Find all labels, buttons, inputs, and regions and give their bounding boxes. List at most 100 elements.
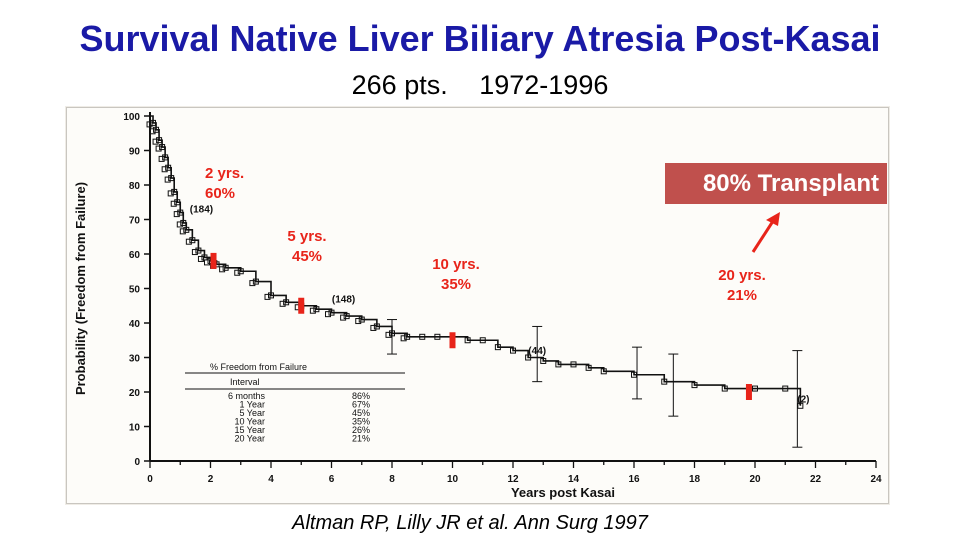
censor-mark xyxy=(752,385,758,392)
transplant-callout: 80% Transplant xyxy=(665,163,887,204)
x-tick-label: 18 xyxy=(689,474,701,485)
x-tick-label: 20 xyxy=(749,474,761,485)
marker-year-label: 10 yrs. xyxy=(432,256,480,273)
inset-table-value: 21% xyxy=(352,434,370,444)
censor-mark xyxy=(252,278,259,285)
censor-mark xyxy=(195,247,202,254)
censor-mark xyxy=(691,382,698,389)
inset-table-value: 45% xyxy=(352,408,370,418)
x-tick-label: 24 xyxy=(870,474,882,485)
censor-mark xyxy=(328,309,335,316)
time-point-marker xyxy=(449,332,456,349)
slide-title: Survival Native Liver Biliary Atresia Po… xyxy=(79,18,881,59)
y-tick-label: 50 xyxy=(129,285,141,296)
marker-percent-label: 21% xyxy=(727,287,757,304)
censor-mark xyxy=(150,119,157,126)
censor-mark xyxy=(146,121,153,128)
inset-table-interval: 10 Year xyxy=(234,417,265,427)
y-tick-label: 20 xyxy=(129,388,141,399)
censor-mark xyxy=(283,299,290,306)
censor-mark xyxy=(179,228,186,235)
x-tick-label: 22 xyxy=(810,474,822,485)
censor-mark xyxy=(510,347,516,354)
censor-mark xyxy=(155,145,162,152)
censor-mark xyxy=(358,316,365,323)
time-point-marker xyxy=(298,297,305,314)
censor-mark xyxy=(325,311,331,318)
censor-mark xyxy=(264,293,271,300)
marker-year-label: 5 yrs. xyxy=(287,228,326,245)
censor-mark xyxy=(168,175,175,182)
censor-mark xyxy=(373,323,380,330)
y-tick-label: 0 xyxy=(134,457,140,468)
censor-mark xyxy=(389,330,395,337)
x-axis-label: Years post Kasai xyxy=(511,485,615,500)
censor-mark xyxy=(185,238,192,245)
y-tick-label: 100 xyxy=(123,112,140,123)
censor-mark xyxy=(149,128,156,135)
at-risk-count: (2) xyxy=(797,394,809,405)
x-tick-label: 14 xyxy=(568,474,580,485)
censor-mark xyxy=(525,354,532,361)
time-point-marker xyxy=(745,384,752,400)
inset-table-bg xyxy=(185,362,405,447)
censor-mark xyxy=(180,219,187,226)
x-tick-label: 12 xyxy=(507,474,519,485)
y-axis-label: Probability (Freedom from Failure) xyxy=(73,182,88,395)
censor-mark xyxy=(153,126,160,133)
censor-mark xyxy=(494,344,501,351)
y-tick-label: 80 xyxy=(129,181,141,192)
censor-mark xyxy=(782,385,789,392)
y-tick-label: 30 xyxy=(129,354,141,365)
x-tick-label: 4 xyxy=(268,474,274,485)
censor-mark xyxy=(279,300,286,307)
censor-mark xyxy=(183,226,190,233)
x-tick-label: 16 xyxy=(628,474,640,485)
censor-mark xyxy=(404,333,411,340)
censor-mark xyxy=(158,155,165,162)
inset-table-title: % Freedom from Failure xyxy=(210,362,307,372)
censor-mark xyxy=(170,200,177,207)
censor-mark xyxy=(173,211,180,218)
slide-subtitle: 266 pts. 1972-1996 xyxy=(0,70,960,101)
censor-mark xyxy=(167,190,174,197)
censor-mark xyxy=(204,259,210,266)
inset-table-header: Interval xyxy=(230,377,260,387)
inset-table-interval: 20 Year xyxy=(234,434,265,444)
citation: Altman RP, Lilly JR et al. Ann Surg 1997 xyxy=(292,512,648,534)
censor-mark xyxy=(309,307,316,314)
censor-mark xyxy=(400,335,407,342)
y-tick-label: 40 xyxy=(129,319,141,330)
censor-mark xyxy=(340,314,347,321)
censor-mark xyxy=(176,221,183,228)
censor-mark xyxy=(313,306,320,313)
censor-mark xyxy=(479,337,486,344)
censor-mark xyxy=(464,337,471,344)
censor-mark xyxy=(191,249,198,256)
censor-mark xyxy=(631,371,637,378)
callout-arrow-head xyxy=(766,212,780,226)
at-risk-count: (44) xyxy=(528,346,546,357)
y-tick-label: 10 xyxy=(129,423,141,434)
censor-mark xyxy=(219,266,226,273)
survival-curve xyxy=(150,115,802,406)
censor-mark xyxy=(189,237,196,244)
marker-year-label: 20 yrs. xyxy=(718,267,766,284)
censor-mark xyxy=(419,333,426,340)
x-tick-label: 2 xyxy=(208,474,214,485)
censor-mark xyxy=(555,361,562,368)
at-risk-count: (184) xyxy=(190,205,213,216)
inset-table-value: 67% xyxy=(352,400,370,410)
censor-mark xyxy=(161,166,168,173)
callout-arrow-shaft xyxy=(751,217,777,253)
censor-mark xyxy=(370,324,377,331)
censor-mark xyxy=(197,255,204,262)
censor-mark xyxy=(385,331,392,338)
censor-mark xyxy=(434,333,441,340)
inset-table-value: 35% xyxy=(352,417,370,427)
time-point-marker xyxy=(210,252,217,269)
inset-table-interval: 5 Year xyxy=(239,408,265,418)
x-tick-label: 10 xyxy=(447,474,459,485)
censor-mark xyxy=(174,199,181,206)
y-tick-label: 70 xyxy=(129,216,141,227)
